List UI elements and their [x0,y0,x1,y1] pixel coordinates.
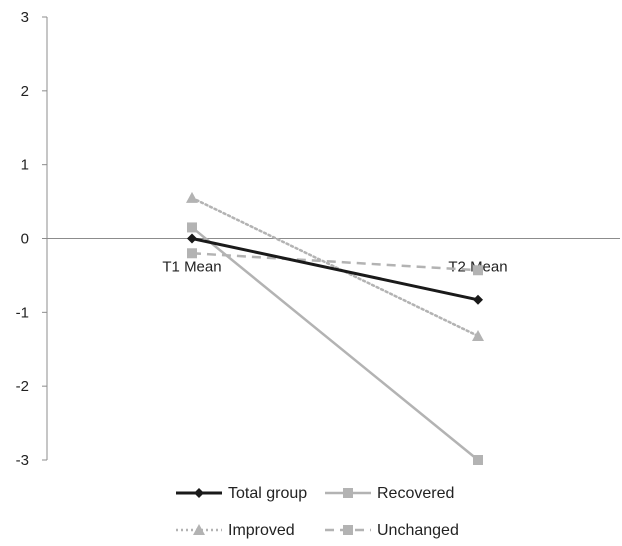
y-tick-label: -2 [16,378,29,395]
legend-item-improved: Improved [176,522,295,539]
y-tick-label: 0 [21,231,29,248]
legend: Total group Recovered Improved Unchanged [176,485,459,539]
y-tick-label: -1 [16,304,29,321]
legend-item-unchanged: Unchanged [325,522,459,539]
legend-swatch-marker [194,488,204,498]
y-tick-label: 3 [21,9,29,26]
data-point [473,294,483,305]
axes [46,17,620,460]
series-total-group [187,233,483,305]
y-tick-label: 2 [21,83,29,100]
data-point [187,233,197,244]
data-point [187,248,197,259]
series-recovered [187,222,483,465]
data-point [187,222,197,233]
series-line [191,237,479,302]
data-point [186,191,198,203]
legend-item-recovered: Recovered [325,485,454,502]
x-tick-label: T1 Mean [162,259,221,276]
series-group [186,191,484,465]
y-tick-label: -3 [16,452,29,469]
y-tick-label: 1 [21,157,29,174]
data-point [472,329,484,341]
legend-label: Unchanged [377,522,459,539]
series-unchanged [187,248,483,276]
legend-swatch-marker [193,524,205,535]
legend-swatch-marker [343,525,353,535]
legend-swatch-marker [343,488,353,498]
series-improved [186,191,484,341]
legend-item-total-group: Total group [176,485,307,502]
series-line [191,226,479,461]
series-line [191,252,479,272]
legend-label: Recovered [377,485,454,502]
data-point [473,455,483,465]
legend-label: Total group [228,485,307,502]
legend-label: Improved [228,522,295,539]
y-axis-ticks: 3 2 1 0 -1 -2 -3 [16,9,47,469]
data-point [473,265,483,276]
series-line [190,196,480,338]
